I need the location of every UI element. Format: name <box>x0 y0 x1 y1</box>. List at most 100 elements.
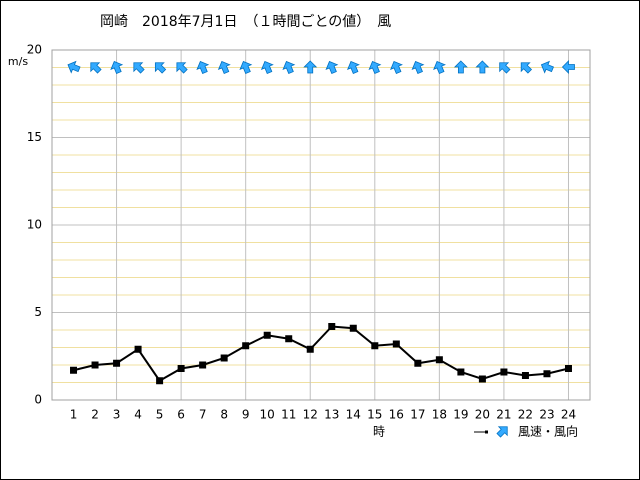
x-tick-label: 12 <box>303 408 318 422</box>
marker <box>543 370 551 378</box>
x-tick-label: 15 <box>367 408 382 422</box>
x-tick-label: 20 <box>475 408 490 422</box>
marker <box>414 359 422 367</box>
arrow-shape <box>540 60 554 74</box>
arrow-shape <box>390 60 403 75</box>
arrow-shape <box>411 60 425 75</box>
marker <box>156 377 164 385</box>
plot-border <box>51 49 591 401</box>
arrow-shape <box>154 62 167 74</box>
marker <box>91 361 99 369</box>
marker <box>435 356 443 364</box>
marker <box>242 342 250 350</box>
wind-arrow <box>282 60 296 75</box>
arrow-shape <box>346 60 360 75</box>
wind-arrow <box>196 60 210 75</box>
x-tick-label: 6 <box>177 408 185 422</box>
x-tick-label: 2 <box>91 408 99 422</box>
arrow-shape <box>496 426 508 438</box>
x-tick-label: 1 <box>70 408 78 422</box>
marker <box>371 342 379 350</box>
marker <box>306 345 314 353</box>
arrow-shape <box>499 62 511 74</box>
marker <box>349 324 357 332</box>
wind-arrow <box>346 60 360 75</box>
wind-arrow <box>561 60 575 74</box>
wind-arrow <box>67 60 81 74</box>
wind-arrow <box>303 60 318 74</box>
x-tick-label: 24 <box>561 408 576 422</box>
x-tick-label: 16 <box>389 408 404 422</box>
y-tick-label: 15 <box>27 130 42 144</box>
marker <box>392 340 400 348</box>
marker <box>199 361 207 369</box>
wind-arrow <box>499 62 511 74</box>
arrow-shape <box>90 62 102 74</box>
wind-arrow <box>540 60 554 74</box>
arrow-shape <box>561 60 575 74</box>
wind-arrow <box>325 60 339 75</box>
y-tick-label: 20 <box>27 43 42 57</box>
wind-arrow <box>176 62 188 74</box>
wind-arrow <box>110 60 124 75</box>
x-tick-label: 17 <box>410 408 425 422</box>
marker <box>70 366 78 374</box>
x-axis-label: 時 <box>373 425 385 439</box>
arrow-shape <box>260 60 274 75</box>
marker <box>113 359 121 367</box>
x-tick-label: 4 <box>134 408 142 422</box>
y-tick-label: 0 <box>34 393 42 407</box>
marker <box>134 345 142 353</box>
wind-arrow <box>90 62 102 74</box>
legend-arrow <box>496 426 508 438</box>
legend-marker <box>485 430 488 434</box>
wind-arrow <box>217 60 231 75</box>
x-tick-label: 9 <box>242 408 250 422</box>
wind-arrow <box>239 60 253 75</box>
arrow-shape <box>110 60 124 75</box>
x-tick-label: 8 <box>220 408 228 422</box>
arrow-shape <box>282 60 296 75</box>
x-tick-label: 22 <box>518 408 533 422</box>
x-tick-label: 13 <box>324 408 339 422</box>
marker <box>177 365 185 372</box>
wind-arrow <box>154 62 167 74</box>
arrow-shape <box>217 60 231 75</box>
arrow-shape <box>67 60 81 74</box>
marker <box>521 372 529 379</box>
x-tick-label: 23 <box>539 408 554 422</box>
wind-arrow <box>368 60 382 75</box>
x-tick-label: 18 <box>432 408 447 422</box>
marker <box>564 365 572 372</box>
x-tick-label: 19 <box>453 408 468 422</box>
arrow-shape <box>196 60 210 75</box>
marker <box>285 335 293 343</box>
x-tick-label: 14 <box>346 408 361 422</box>
wind-arrow <box>475 60 490 74</box>
arrow-shape <box>303 60 318 74</box>
wind-arrow <box>411 60 425 75</box>
marker <box>220 354 228 362</box>
marker <box>457 368 465 376</box>
x-tick-label: 3 <box>113 408 121 422</box>
arrow-shape <box>433 60 446 75</box>
arrow-shape <box>453 60 468 74</box>
arrow-shape <box>176 62 188 74</box>
wind-arrow <box>133 62 145 74</box>
x-tick-label: 21 <box>496 408 511 422</box>
wind-arrow <box>390 60 403 75</box>
arrow-shape <box>520 62 533 74</box>
wind-arrow <box>260 60 274 75</box>
x-tick-label: 10 <box>260 408 275 422</box>
x-tick-label: 7 <box>199 408 207 422</box>
wind-arrow <box>433 60 446 75</box>
chart-title: 岡崎 2018年7月1日 （１時間ごとの値） 風 <box>100 14 391 30</box>
marker <box>263 331 271 339</box>
x-tick-label: 11 <box>281 408 296 422</box>
arrow-shape <box>239 60 253 75</box>
arrow-shape <box>475 60 490 74</box>
y-axis-label: m/s <box>8 55 28 68</box>
arrow-shape <box>368 60 382 75</box>
arrow-shape <box>133 62 145 74</box>
